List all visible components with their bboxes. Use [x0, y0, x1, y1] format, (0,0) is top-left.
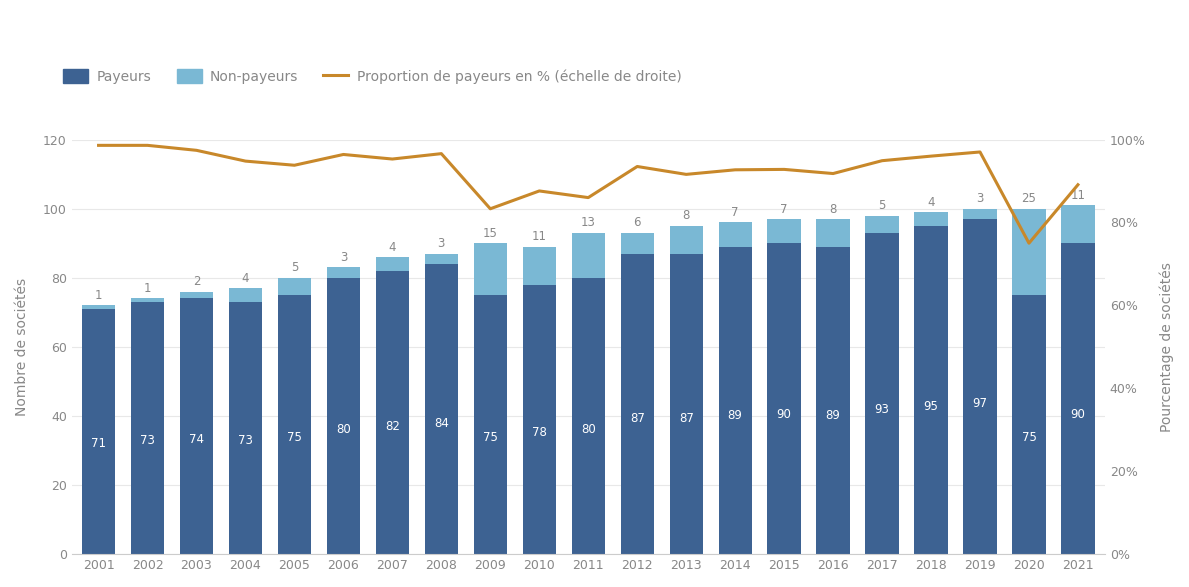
Bar	[866, 233, 899, 554]
Bar	[180, 298, 213, 554]
Text: 11: 11	[531, 230, 547, 243]
Text: 4: 4	[389, 241, 396, 254]
Bar	[473, 295, 507, 554]
Bar	[424, 254, 458, 264]
Text: 25: 25	[1021, 192, 1037, 205]
Bar	[1062, 205, 1095, 243]
Bar	[473, 243, 507, 295]
Bar	[376, 257, 409, 271]
Bar	[718, 222, 751, 247]
Bar	[228, 288, 262, 302]
Bar	[82, 305, 115, 309]
Text: 74: 74	[189, 433, 205, 446]
Text: 1: 1	[95, 289, 102, 302]
Text: 13: 13	[580, 217, 596, 230]
Bar	[817, 219, 850, 247]
Legend: Payeurs, Non-payeurs, Proportion de payeurs en % (échelle de droite): Payeurs, Non-payeurs, Proportion de paye…	[58, 63, 687, 89]
Text: 7: 7	[780, 203, 788, 215]
Text: 78: 78	[531, 426, 547, 440]
Bar	[180, 292, 213, 298]
Text: 6: 6	[634, 217, 641, 230]
Text: 3: 3	[340, 251, 347, 264]
Bar	[523, 247, 556, 285]
Text: 2: 2	[193, 275, 200, 288]
Bar	[424, 264, 458, 554]
Bar	[327, 278, 360, 554]
Bar	[866, 215, 899, 233]
Bar	[1012, 295, 1045, 554]
Bar	[228, 302, 262, 554]
Text: 4: 4	[241, 272, 250, 285]
Text: 80: 80	[581, 423, 596, 436]
Text: 75: 75	[1021, 431, 1037, 444]
Text: 75: 75	[483, 431, 498, 444]
Text: 87: 87	[630, 413, 644, 426]
Text: 1: 1	[144, 282, 151, 295]
Text: 84: 84	[434, 417, 448, 430]
Text: 97: 97	[973, 397, 988, 410]
Text: 73: 73	[140, 434, 155, 447]
Text: 71: 71	[92, 437, 106, 450]
Bar	[376, 271, 409, 554]
Bar	[914, 226, 948, 554]
Text: 90: 90	[1070, 408, 1086, 421]
Text: 3: 3	[438, 237, 445, 250]
Bar	[278, 278, 312, 295]
Bar	[82, 309, 115, 554]
Text: 90: 90	[776, 408, 792, 421]
Text: 89: 89	[825, 409, 841, 422]
Text: 82: 82	[385, 420, 400, 433]
Bar	[621, 254, 654, 554]
Y-axis label: Nombre de sociétés: Nombre de sociétés	[15, 278, 29, 416]
Text: 3: 3	[976, 192, 983, 205]
Text: 93: 93	[875, 403, 889, 416]
Bar	[914, 212, 948, 226]
Bar	[718, 247, 751, 554]
Bar	[767, 243, 800, 554]
Text: 5: 5	[879, 199, 886, 212]
Bar	[669, 226, 703, 254]
Bar	[621, 233, 654, 254]
Text: 15: 15	[483, 227, 498, 239]
Bar	[327, 267, 360, 278]
Bar	[963, 219, 996, 554]
Text: 80: 80	[336, 423, 351, 436]
Bar	[1062, 243, 1095, 554]
Y-axis label: Pourcentage de sociétés: Pourcentage de sociétés	[1159, 262, 1174, 432]
Text: 8: 8	[830, 203, 837, 215]
Text: 11: 11	[1070, 189, 1086, 202]
Bar	[817, 247, 850, 554]
Bar	[131, 302, 164, 554]
Bar	[669, 254, 703, 554]
Bar	[963, 208, 996, 219]
Text: 7: 7	[731, 206, 738, 219]
Text: 89: 89	[728, 409, 743, 422]
Bar	[767, 219, 800, 243]
Text: 87: 87	[679, 413, 693, 426]
Text: 5: 5	[291, 261, 298, 274]
Bar	[278, 295, 312, 554]
Bar	[1012, 208, 1045, 295]
Bar	[523, 285, 556, 554]
Text: 8: 8	[682, 210, 690, 222]
Text: 75: 75	[287, 431, 302, 444]
Text: 4: 4	[927, 195, 935, 208]
Text: 73: 73	[238, 434, 253, 447]
Bar	[572, 278, 605, 554]
Text: 95: 95	[924, 400, 938, 413]
Bar	[131, 298, 164, 302]
Bar	[572, 233, 605, 278]
